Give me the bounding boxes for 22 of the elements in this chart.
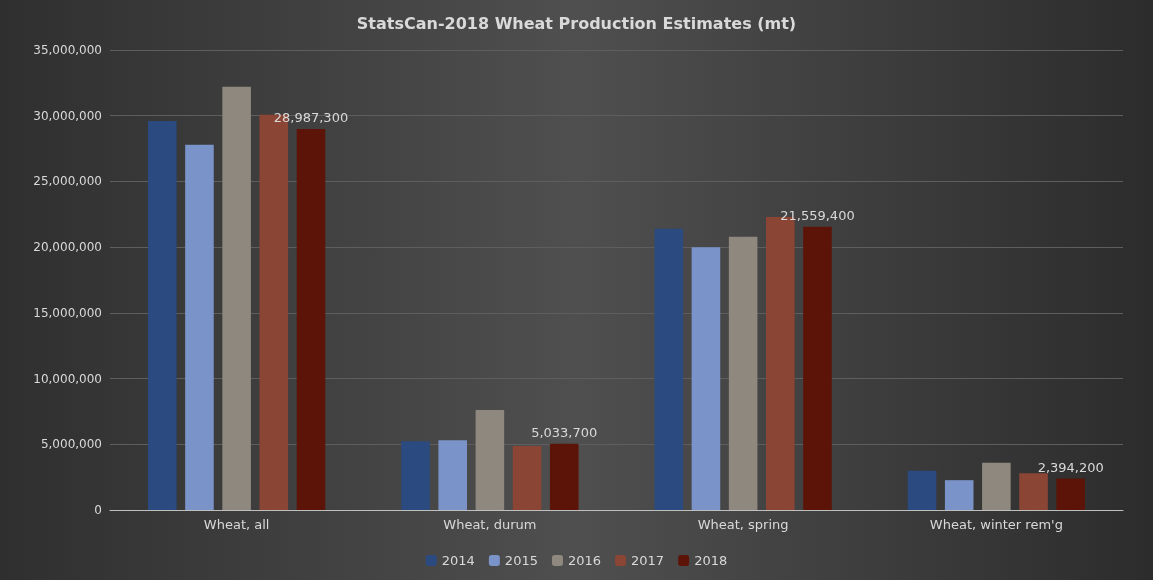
- x-tick-label: Wheat, spring: [697, 517, 789, 532]
- y-tick-label: 20,000,000: [33, 240, 102, 255]
- data-label: 5,033,700: [531, 424, 598, 440]
- legend-label: 2018: [694, 553, 728, 568]
- x-tick-label: Wheat, winter rem'g: [929, 517, 1063, 532]
- y-tick-label: 10,000,000: [33, 371, 102, 386]
- y-tick-label: 0: [94, 503, 102, 517]
- x-tick-label: Wheat, all: [203, 517, 270, 532]
- legend-label: 2016: [567, 553, 602, 568]
- chart-title: StatsCan-2018 Wheat Production Estimates (mt): [356, 13, 797, 33]
- legend-label: 2014: [441, 553, 475, 568]
- legend-label: 2017: [631, 553, 665, 568]
- x-tick-label: Wheat, durum: [443, 517, 537, 532]
- data-label: 2,394,200: [1037, 459, 1104, 475]
- legend-label: 2015: [504, 553, 538, 568]
- y-tick-label: 25,000,000: [33, 174, 102, 189]
- data-label: 21,559,400: [780, 207, 855, 223]
- data-label: 28,987,300: [273, 110, 349, 126]
- y-tick-label: 5,000,000: [40, 437, 102, 452]
- y-tick-label: 30,000,000: [33, 108, 102, 123]
- y-tick-label: 15,000,000: [33, 305, 102, 320]
- y-tick-label: 35,000,000: [33, 43, 102, 57]
